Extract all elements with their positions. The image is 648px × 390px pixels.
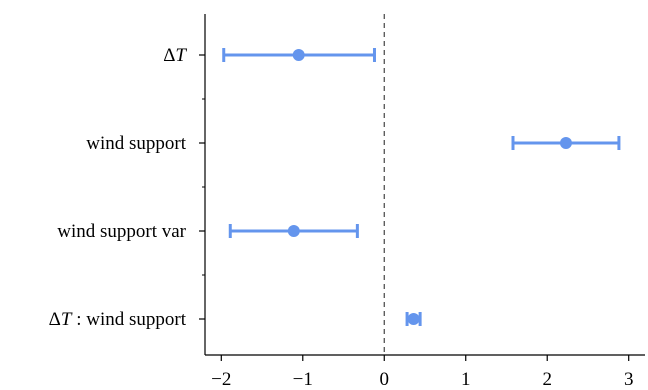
category-label: wind support var [57, 221, 186, 242]
x-tick-label: −1 [293, 369, 313, 390]
x-tick-label: 1 [461, 369, 471, 390]
category-label: ΔT [163, 45, 187, 66]
x-tick-label: −2 [211, 369, 231, 390]
estimate-marks [222, 48, 621, 326]
category-label: ΔT : wind support [49, 309, 187, 330]
category-label: wind support [86, 133, 186, 154]
x-tick-label: 3 [624, 369, 634, 390]
estimate-point [407, 313, 420, 325]
axes: −2 −1 0 1 2 3 [199, 14, 645, 390]
x-tick-label: 2 [542, 369, 552, 390]
estimate-point [559, 137, 572, 149]
x-tick-label: 0 [380, 369, 390, 390]
category-labels: ΔT wind support wind support var ΔT : wind … [49, 45, 188, 330]
estimate-point [292, 49, 305, 61]
estimate-point [287, 225, 300, 237]
